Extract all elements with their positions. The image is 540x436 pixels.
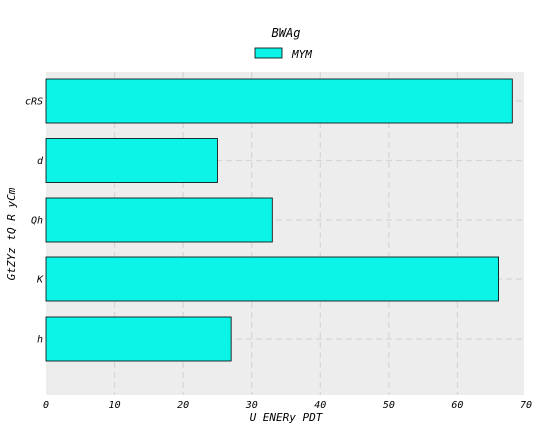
x-tick-label: 10 <box>109 400 121 411</box>
bar-cRS <box>46 79 512 123</box>
y-axis-ticks: cRS d Qh Kh <box>25 97 44 346</box>
chart-title: BWAg <box>272 26 301 40</box>
x-tick-label: 70 <box>520 400 532 411</box>
x-axis-ticks: 0 10 20 30 40 50 60 70 <box>43 400 532 411</box>
x-tick-label: 40 <box>314 400 326 411</box>
y-tick-label: Qh <box>31 216 43 227</box>
y-tick-label: d <box>37 156 44 167</box>
x-tick-label: 0 <box>43 400 49 411</box>
legend-label: MYM <box>291 48 312 61</box>
legend: MYM <box>255 48 312 61</box>
x-tick-label: 50 <box>383 400 395 411</box>
x-tick-label: 20 <box>177 400 189 411</box>
y-tick-label: cRS <box>25 97 43 108</box>
bar-d <box>46 139 217 183</box>
x-axis-label: U ENERy PDT <box>250 411 324 424</box>
y-axis-label: GtZYz tQ R yCm <box>5 187 18 280</box>
legend-swatch <box>255 48 282 58</box>
y-tick-label: h <box>37 335 43 346</box>
bar-h <box>46 317 231 361</box>
x-tick-label: 60 <box>451 400 463 411</box>
bar-K <box>46 257 499 301</box>
bar-Qh <box>46 198 272 242</box>
y-tick-label: K <box>36 275 44 286</box>
x-tick-label: 30 <box>245 400 258 411</box>
